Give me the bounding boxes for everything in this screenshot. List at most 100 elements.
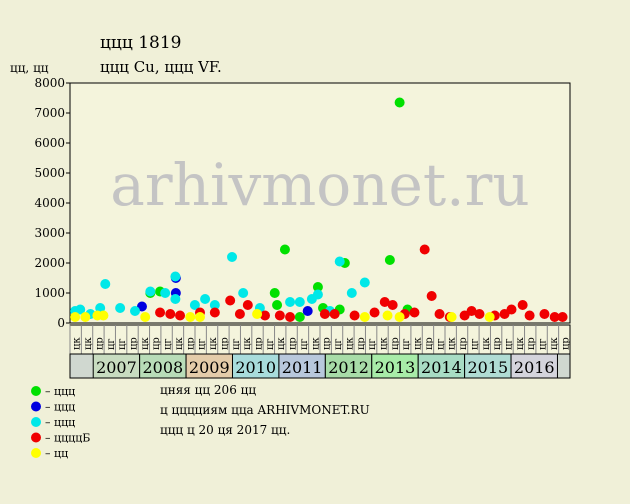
month-label: цр: [458, 337, 469, 350]
data-point: [100, 279, 111, 289]
data-point: [434, 309, 445, 319]
month-label: цр: [356, 337, 367, 350]
data-point: [70, 312, 81, 322]
month-label: цр: [492, 337, 503, 350]
data-point: [225, 295, 236, 306]
month-label: цр: [151, 337, 162, 350]
y-axis-label: цц, цц: [10, 61, 49, 75]
data-point: [517, 300, 528, 310]
year-label: 2011: [282, 358, 323, 377]
data-point: [382, 310, 393, 321]
month-label: цг: [197, 338, 208, 350]
data-point: [98, 310, 109, 321]
note: ццц ц 20 ця 2017 цц.: [160, 423, 290, 437]
month-label: цг: [117, 338, 128, 350]
month-label: цк: [413, 337, 424, 350]
data-point: [274, 310, 285, 321]
month-label: цр: [526, 337, 537, 350]
note: цняя цц 206 цц: [160, 383, 256, 397]
data-point: [175, 310, 186, 321]
year-label: 2014: [421, 358, 462, 377]
legend-marker: [31, 401, 41, 412]
data-point: [419, 244, 430, 255]
month-label: цк: [447, 337, 458, 350]
data-point: [238, 288, 249, 298]
data-point: [446, 312, 457, 322]
data-point: [359, 312, 370, 322]
data-point: [115, 303, 126, 313]
watermark: arhivmonet.ru: [110, 151, 529, 219]
year-cell: [417, 353, 466, 379]
y-tick-label: 1000: [34, 286, 65, 300]
data-point: [272, 300, 283, 310]
data-point: [95, 303, 106, 313]
data-point: [269, 288, 280, 298]
month-label: цг: [504, 338, 515, 350]
data-point: [329, 309, 340, 319]
data-point: [334, 256, 345, 267]
data-point: [129, 306, 140, 316]
y-tick-label: 3000: [34, 226, 65, 240]
month-label: цк: [208, 337, 219, 350]
data-point: [80, 312, 91, 322]
month-label: цг: [265, 338, 276, 350]
data-point: [369, 307, 380, 318]
data-point: [170, 271, 181, 282]
month-label: цг: [435, 338, 446, 350]
data-point: [359, 277, 370, 288]
year-cell: [278, 353, 326, 379]
chart-subtitle: ццц Cu, ццц VF.: [100, 58, 222, 76]
data-point: [387, 300, 398, 310]
month-label: цр: [129, 337, 140, 350]
month-label: цк: [242, 337, 253, 350]
data-point: [279, 244, 290, 255]
data-point: [346, 288, 357, 298]
data-point: [474, 309, 485, 319]
legend-marker: [31, 432, 41, 443]
data-point: [384, 255, 395, 265]
data-point: [140, 312, 151, 322]
data-point: [524, 310, 535, 321]
data-point: [557, 312, 568, 322]
month-label: цр: [390, 337, 401, 350]
month-label: цк: [379, 337, 390, 350]
month-label: цк: [310, 337, 321, 350]
data-point: [285, 297, 296, 307]
data-point: [484, 312, 495, 322]
month-label: цр: [254, 337, 265, 350]
data-point: [209, 307, 220, 318]
year-cell: [231, 353, 280, 379]
legend-marker: [31, 386, 41, 396]
data-point: [549, 312, 560, 322]
month-label: цр: [288, 337, 299, 350]
data-point: [155, 307, 166, 318]
month-label: цр: [322, 337, 333, 350]
y-tick-label: 6000: [34, 136, 65, 150]
month-label: цг: [163, 338, 174, 350]
month-label: цг: [231, 338, 242, 350]
month-label: цр: [185, 337, 196, 350]
month-label: цр: [94, 337, 105, 350]
year-cell: [371, 353, 419, 379]
legend-marker: [31, 417, 41, 427]
data-point: [312, 282, 323, 292]
month-label: цг: [333, 338, 344, 350]
data-point: [145, 286, 156, 297]
data-point: [312, 289, 323, 300]
month-label: цг: [367, 338, 378, 350]
y-tick-label: 5000: [34, 166, 65, 180]
data-point: [466, 306, 477, 316]
month-label: цк: [549, 337, 560, 350]
year-label: 2012: [328, 358, 369, 377]
y-tick-label: 8000: [34, 76, 65, 90]
data-point: [409, 307, 420, 318]
data-point: [200, 294, 211, 304]
year-cell: [464, 353, 512, 379]
year-label: 2007: [96, 358, 137, 377]
data-point: [426, 291, 437, 301]
month-label: цр: [219, 337, 230, 350]
data-point: [285, 312, 296, 322]
month-label: цг: [469, 338, 480, 350]
year-cell: [92, 353, 141, 379]
